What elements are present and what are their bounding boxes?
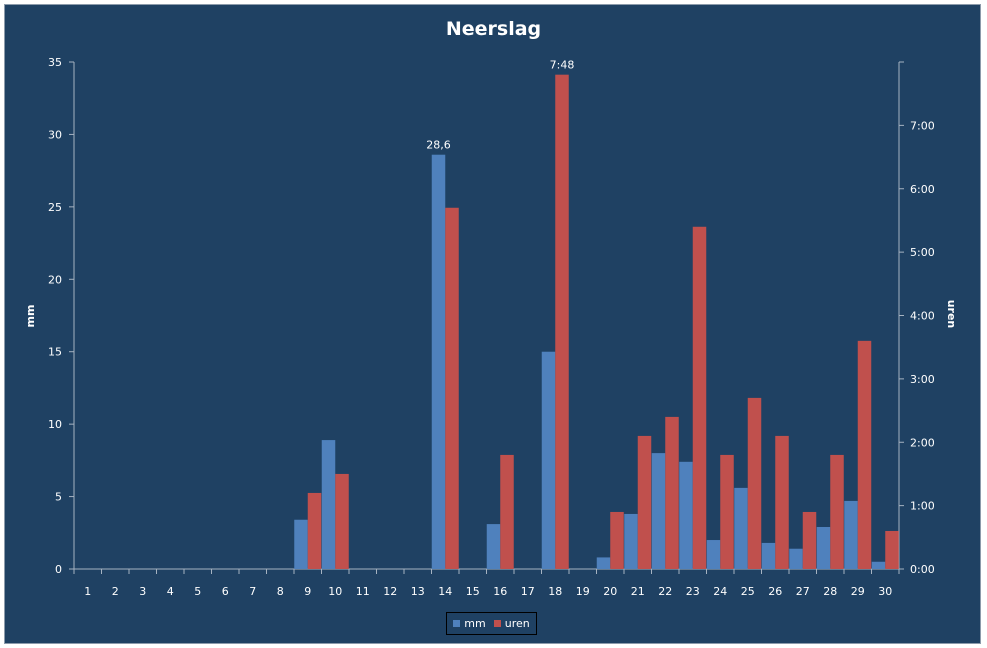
- y-tick-label-left: 35: [48, 56, 62, 69]
- x-tick-label: 23: [686, 585, 700, 598]
- bar-uren-22: [665, 416, 679, 569]
- x-tick-label: 22: [658, 585, 672, 598]
- y-tick-label-right: 2:00: [910, 436, 935, 449]
- x-tick-label: 4: [167, 585, 174, 598]
- bar-uren-20: [610, 511, 624, 569]
- y-tick-label-left: 20: [48, 273, 62, 286]
- x-tick-label: 25: [741, 585, 755, 598]
- legend: mm uren: [446, 612, 537, 635]
- x-tick-label: 8: [277, 585, 284, 598]
- x-tick-label: 16: [493, 585, 507, 598]
- bar-mm-21: [624, 513, 638, 569]
- x-tick-label: 14: [438, 585, 452, 598]
- y-tick-label-left: 15: [48, 346, 62, 359]
- bar-uren-29: [857, 340, 872, 569]
- x-tick-label: 9: [304, 585, 311, 598]
- legend-swatch-mm: [453, 620, 461, 627]
- y-tick-label-left: 30: [48, 128, 62, 141]
- bar-mm-24: [706, 540, 721, 569]
- bar-mm-9: [294, 519, 308, 569]
- bar-uren-24: [720, 454, 734, 569]
- x-tick-label: 27: [796, 585, 810, 598]
- bar-mm-23: [679, 461, 693, 569]
- bar-uren-10: [335, 473, 349, 569]
- x-tick-label: 6: [222, 585, 229, 598]
- bar-mm-16: [486, 524, 501, 569]
- y-tick-label-right: 5:00: [910, 246, 935, 259]
- bar-mm-30: [871, 561, 886, 569]
- bar-uren-26: [775, 435, 789, 569]
- bar-uren-28: [830, 454, 844, 569]
- bar-uren-9: [307, 492, 322, 569]
- legend-item-uren: uren: [493, 617, 530, 630]
- y-tick-label-left: 0: [55, 563, 62, 576]
- bar-mm-20: [596, 557, 611, 569]
- x-tick-label: 17: [521, 585, 535, 598]
- x-tick-label: 15: [466, 585, 480, 598]
- bar-uren-30: [885, 530, 899, 569]
- data-label-uren: 7:48: [550, 59, 575, 72]
- chart-title: Neerslag: [445, 18, 542, 40]
- bar-uren-16: [500, 454, 514, 569]
- legend-swatch-uren: [493, 620, 501, 627]
- x-tick-label: 10: [328, 585, 342, 598]
- x-tick-label: 28: [823, 585, 837, 598]
- data-label-mm: 28,6: [426, 139, 451, 152]
- x-tick-label: 26: [768, 585, 782, 598]
- bar-mm-22: [651, 453, 666, 569]
- bar-uren-27: [802, 511, 817, 569]
- x-tick-label: 12: [383, 585, 397, 598]
- x-tick-label: 19: [576, 585, 590, 598]
- x-tick-label: 21: [631, 585, 645, 598]
- legend-label-mm: mm: [464, 617, 486, 630]
- x-tick-label: 18: [548, 585, 562, 598]
- y-tick-label-right: 7:00: [910, 119, 935, 132]
- legend-item-mm: mm: [453, 617, 486, 630]
- y-tick-label-left: 5: [55, 491, 62, 504]
- bar-mm-10: [321, 440, 336, 569]
- x-tick-label: 13: [411, 585, 425, 598]
- x-tick-label: 30: [878, 585, 892, 598]
- bar-mm-28: [816, 526, 831, 569]
- y-tick-label-right: 0:00: [910, 563, 935, 576]
- bar-uren-21: [637, 435, 652, 569]
- bar-uren-23: [692, 226, 707, 569]
- y-tick-label-right: 1:00: [910, 500, 935, 513]
- x-tick-label: 20: [603, 585, 617, 598]
- bar-uren-14: [445, 207, 459, 569]
- bar-mm-29: [844, 500, 858, 569]
- x-tick-label: 24: [713, 585, 727, 598]
- bar-mm-25: [734, 487, 748, 569]
- bar-uren-25: [747, 397, 762, 569]
- bar-mm-26: [761, 542, 776, 569]
- bar-mm-18: [541, 351, 556, 569]
- bar-mm-27: [789, 548, 803, 569]
- y-tick-label-right: 4:00: [910, 310, 935, 323]
- x-tick-label: 3: [139, 585, 146, 598]
- x-tick-label: 5: [194, 585, 201, 598]
- legend-label-uren: uren: [504, 617, 530, 630]
- y-tick-label-right: 6:00: [910, 183, 935, 196]
- y-axis-left-title: mm: [24, 305, 37, 328]
- x-tick-label: 2: [112, 585, 119, 598]
- y-tick-label-left: 25: [48, 201, 62, 214]
- x-tick-label: 7: [249, 585, 256, 598]
- y-tick-label-left: 10: [48, 418, 62, 431]
- x-tick-label: 1: [84, 585, 91, 598]
- x-tick-label: 11: [356, 585, 370, 598]
- bar-uren-18: [555, 74, 569, 570]
- bar-mm-14: [431, 154, 446, 570]
- y-tick-label-right: 3:00: [910, 373, 935, 386]
- y-axis-right-title: uren: [945, 300, 958, 329]
- x-tick-label: 29: [851, 585, 865, 598]
